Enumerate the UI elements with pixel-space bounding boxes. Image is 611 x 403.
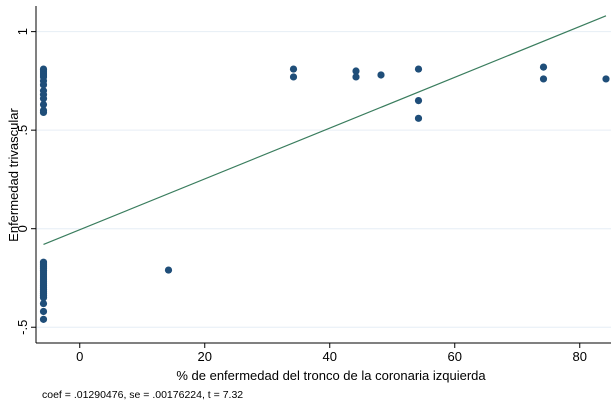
x-tick-label: 20 [198, 349, 212, 364]
data-point [352, 73, 360, 81]
data-point [289, 65, 298, 73]
x-tick-label: 60 [448, 349, 462, 364]
axes [35, 6, 611, 344]
data-point [39, 294, 48, 302]
regression-note: coef = .01290476, se = .00176224, t = 7.… [42, 389, 243, 401]
data-point [289, 73, 298, 81]
data-point [39, 307, 48, 316]
fit-line-group [43, 15, 607, 246]
x-tick-label: 40 [323, 349, 337, 364]
data-point [39, 100, 48, 109]
data-point [39, 315, 48, 323]
x-tick-label: 80 [573, 349, 587, 364]
data-point [377, 71, 385, 79]
y-axis-title: Enfermedad trivascular [6, 107, 21, 241]
data-point [602, 75, 610, 83]
x-axis-title: % de enfermedad del tronco de la coronar… [176, 368, 486, 383]
data-point [164, 266, 173, 274]
fit-line [43, 15, 607, 246]
data-point [539, 75, 548, 83]
data-point [414, 65, 423, 73]
y-tick-label: -.5 [15, 320, 30, 335]
y-tick-label: 0 [15, 225, 30, 232]
data-point [352, 67, 360, 75]
data-point [39, 81, 48, 89]
ticks: -.5 0 .5 1 0 20 40 60 80 [15, 28, 587, 364]
data-point [414, 96, 423, 105]
y-tick-label: .5 [15, 125, 30, 136]
x-tick-label: 0 [76, 349, 83, 364]
data-point [414, 114, 423, 122]
data-point [539, 63, 548, 71]
data-point [39, 299, 48, 308]
data-point [39, 108, 48, 117]
data-points [39, 63, 610, 323]
data-point [39, 95, 48, 103]
y-tick-label: 1 [15, 28, 30, 35]
